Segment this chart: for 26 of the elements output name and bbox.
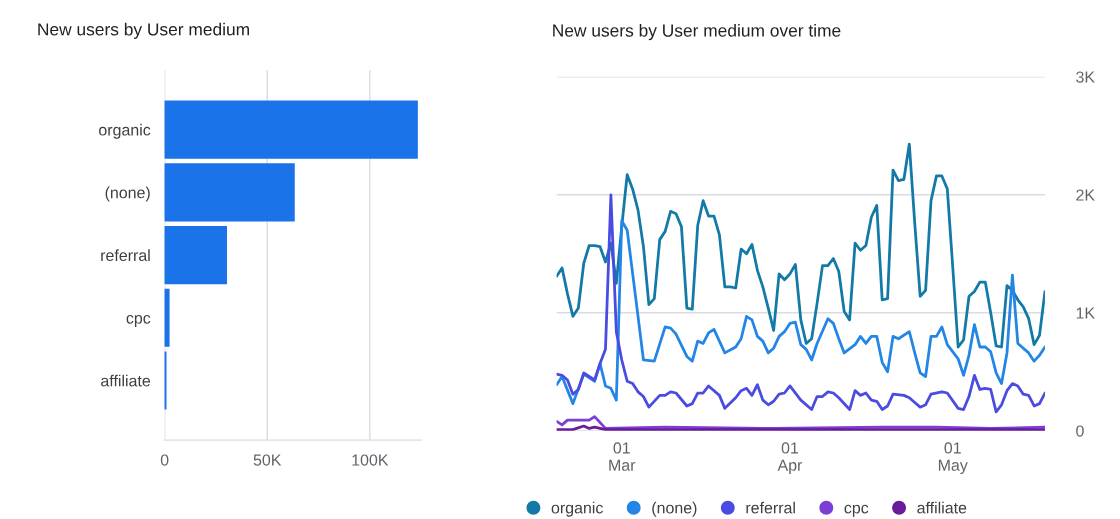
y-tick-label: 1K <box>1076 307 1095 319</box>
y-tick-label: organic <box>99 123 151 139</box>
legend-label: organic <box>551 501 603 517</box>
y-tick-label: 3K <box>1076 71 1095 83</box>
bar <box>164 100 418 159</box>
x-tick-label: 01 Mar <box>609 442 636 471</box>
legend-label: affiliate <box>917 501 967 514</box>
bar <box>164 288 170 347</box>
legend-label: (none) <box>652 501 697 517</box>
y-tick-label: 0 <box>1076 425 1084 437</box>
y-tick-label: affiliate <box>101 374 151 387</box>
y-tick-label: 2K <box>1076 189 1095 201</box>
x-tick-label: 50K <box>253 454 282 466</box>
legend-label: referral <box>746 501 795 514</box>
x-tick-label: 01 May <box>938 442 968 474</box>
x-tick-label: 01 Apr <box>777 442 803 474</box>
x-tick-label: 100K <box>352 454 389 466</box>
bar <box>164 163 295 222</box>
legend-label: cpc <box>844 504 869 517</box>
x-tick-label: 0 <box>160 454 169 466</box>
chart-title: New users by User medium over time <box>553 23 841 41</box>
chart-title: New users by User medium <box>38 22 249 39</box>
y-tick-label: referral <box>101 249 150 262</box>
y-tick-label: (none) <box>105 186 150 202</box>
bar <box>164 226 228 285</box>
y-tick-label: cpc <box>126 315 151 327</box>
